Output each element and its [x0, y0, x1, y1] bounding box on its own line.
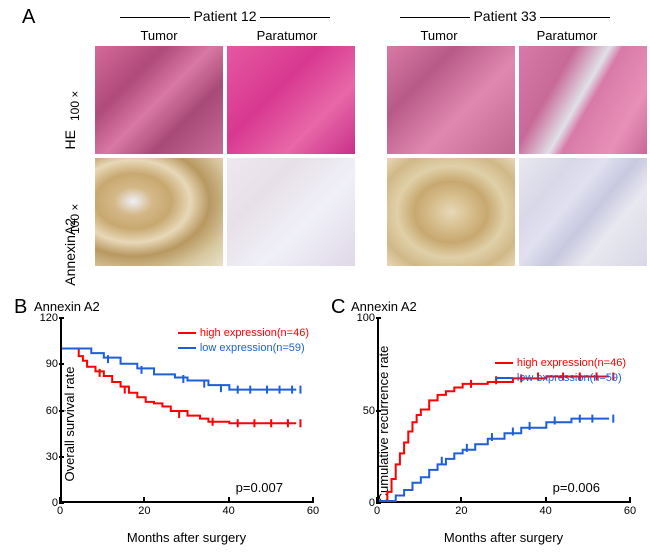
- chart-c-yticks: 050100: [353, 318, 375, 503]
- panel-a-label: A: [22, 6, 35, 29]
- annexin-tumor-p12: [95, 158, 223, 266]
- chart-b-xlabel: Months after surgery: [60, 530, 313, 545]
- patient-12-header: Patient 12: [95, 8, 355, 24]
- he-tumor-p12: [95, 46, 223, 154]
- col-paratumor-1: Paratumor: [223, 28, 351, 43]
- panel-b: B Annexin A2 Overall survival rate 03060…: [8, 296, 325, 551]
- chart-b-xticks: 0204060: [60, 505, 313, 517]
- patient-12-text: Patient 12: [193, 8, 256, 24]
- he-paratumor-p12: [227, 46, 355, 154]
- annexin-tumor-p33: [387, 158, 515, 266]
- annexin-paratumor-p33: [519, 158, 647, 266]
- col-tumor-1: Tumor: [95, 28, 223, 43]
- panel-c-label: C: [331, 296, 345, 319]
- patient-labels: Patient 12 Patient 33: [95, 8, 640, 24]
- legend-item: high expression(n=46): [178, 326, 309, 341]
- legend-item: high expression(n=46): [495, 356, 626, 371]
- chart-b-yticks: 0306090120: [36, 318, 58, 503]
- col-paratumor-2: Paratumor: [503, 28, 631, 43]
- chart-b-legend: high expression(n=46)low expression(n=59…: [178, 326, 309, 357]
- patient-33-header: Patient 33: [375, 8, 635, 24]
- column-labels: Tumor Paratumor Tumor Paratumor: [95, 28, 640, 43]
- he-tumor-p33: [387, 46, 515, 154]
- panel-b-label: B: [14, 296, 27, 319]
- col-tumor-2: Tumor: [375, 28, 503, 43]
- chart-b-plot: high expression(n=46)low expression(n=59…: [60, 318, 313, 503]
- micrograph-grid: [95, 46, 647, 266]
- panel-a: A Patient 12 Patient 33 Tumor Paratumor …: [10, 6, 640, 286]
- magnification-1: 100 ×: [68, 91, 82, 121]
- chart-c-legend: high expression(n=46)low expression(n=59…: [495, 356, 626, 387]
- chart-b-pvalue: p=0.007: [236, 480, 283, 495]
- magnification-2: 100 ×: [68, 204, 82, 234]
- he-paratumor-p33: [519, 46, 647, 154]
- legend-item: low expression(n=59): [495, 371, 626, 386]
- chart-c-xticks: 0204060: [377, 505, 630, 517]
- chart-c-xlabel: Months after surgery: [377, 530, 630, 545]
- legend-item: low expression(n=59): [178, 341, 309, 356]
- patient-33-text: Patient 33: [473, 8, 536, 24]
- annexin-paratumor-p12: [227, 158, 355, 266]
- panel-c: C Annexin A2 Cumulative recurrence rate …: [325, 296, 642, 551]
- chart-c-pvalue: p=0.006: [553, 480, 600, 495]
- chart-c-plot: high expression(n=46)low expression(n=59…: [377, 318, 630, 503]
